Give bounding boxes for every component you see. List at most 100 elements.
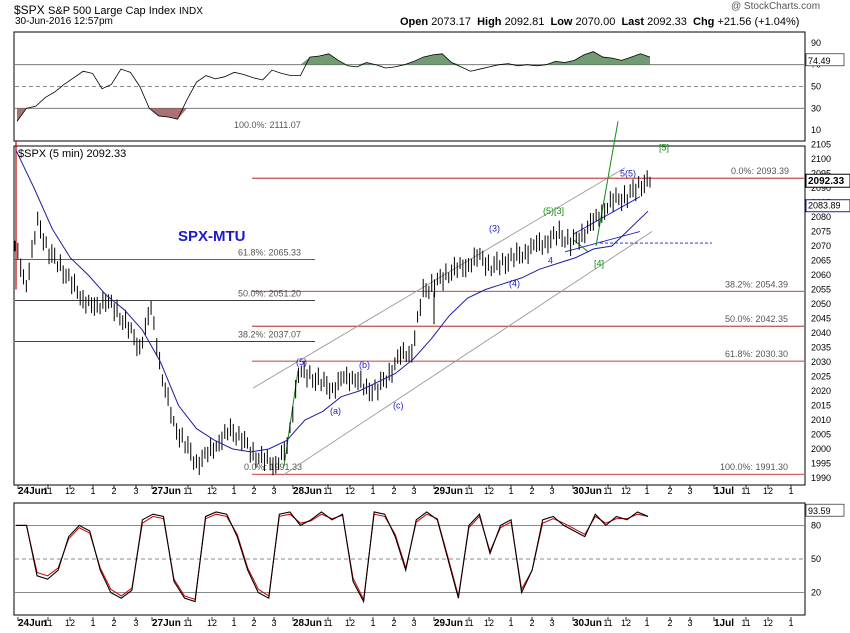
high-value: 2092.81	[504, 16, 545, 28]
price-tick-label: 1990	[811, 473, 831, 483]
x-tick-label: 27Jun	[152, 618, 181, 629]
symbol: $SPX	[14, 3, 45, 17]
last-value: 2092.33	[647, 16, 687, 28]
stoch-k-line	[16, 511, 649, 604]
wave-label: (b)	[359, 360, 370, 370]
wave-label: [5]	[659, 142, 669, 152]
x-tick-label: 11	[323, 618, 332, 628]
x-tick-label: 1	[788, 486, 793, 496]
fib-label-right: 0.0%: 2093.39	[731, 166, 789, 176]
price-tick-label: 1995	[811, 459, 831, 469]
x-tick-label: 12	[65, 618, 75, 628]
rsi-current-label: 74.49	[808, 56, 831, 66]
x-tick-label: 24Jun	[18, 618, 47, 629]
x-tick-label: 1	[644, 486, 649, 496]
x-tick-label: 1	[231, 486, 236, 496]
x-tick-label: 12	[345, 618, 355, 628]
x-tick-label: 3	[549, 486, 554, 496]
x-tick-label: 11	[741, 618, 750, 628]
price-tick-label: 2095	[811, 169, 831, 179]
open-value: 2073.17	[431, 16, 471, 28]
green-wave-5	[595, 121, 619, 247]
stoch-d-line	[16, 513, 649, 602]
x-tick-label: 3	[687, 618, 692, 628]
price-tick-label: 2090	[811, 183, 831, 193]
price-current-box	[805, 173, 850, 188]
rsi-panel	[13, 31, 806, 142]
price-tick-label: 2055	[811, 285, 831, 295]
stoch-current-box	[805, 503, 845, 517]
rsi-fib-annotation: 100.0%: 2111.07	[234, 120, 301, 130]
rsi-tick-label: 30	[811, 103, 821, 113]
wave-label: 4	[548, 255, 553, 265]
x-tick-label: 11	[183, 486, 192, 496]
x-tick-label: 28Jun	[293, 618, 322, 629]
wave-label: [4]	[594, 258, 604, 268]
price-tick-label: 2080	[811, 212, 831, 222]
x-tick-label: 1	[788, 618, 793, 628]
stoch-tick-label: 20	[811, 588, 821, 598]
low-value: 2070.00	[575, 16, 616, 28]
x-tick-label: 2	[251, 486, 256, 496]
price-bars	[14, 170, 651, 476]
x-tick-label: 12	[621, 618, 631, 628]
wave-label: (c)	[393, 400, 404, 410]
stoch-tick-label: 50	[811, 554, 821, 564]
price-tick-label: 2060	[811, 270, 831, 280]
x-tick-label: 3	[271, 618, 276, 628]
wave-label: (4)	[509, 279, 520, 289]
last-label: Last	[621, 16, 645, 28]
stoch-tick-label: 80	[811, 520, 821, 530]
fib-label-right: 50.0%: 2042.35	[725, 314, 788, 324]
low-label: Low	[550, 16, 573, 28]
wave-label: (a)	[330, 406, 341, 416]
x-tick-label: 27Jun	[152, 486, 181, 497]
price-tick-label: 2000	[811, 444, 831, 454]
price-tick-label: 2100	[811, 154, 831, 164]
x-tick-label: 11	[183, 618, 192, 628]
x-tick-label: 12	[621, 486, 631, 496]
high-label: High	[477, 16, 502, 28]
price-title: $SPX (5 min) 2092.33	[18, 148, 126, 160]
rsi-oversold-fill	[17, 108, 650, 122]
x-tick-label: 2	[391, 486, 396, 496]
fib-label-61-left: 61.8%: 2065.33	[238, 248, 301, 258]
x-tick-label: 1Jul	[714, 618, 734, 629]
price-tick-label: 2105	[811, 140, 831, 150]
x-tick-label: 11	[603, 486, 612, 496]
price-tick-label: 2075	[811, 227, 831, 237]
x-tick-label: 1	[370, 618, 375, 628]
x-tick-label: 1	[644, 618, 649, 628]
x-tick-label: 12	[207, 486, 217, 496]
quote-bar: Open 2073.17 High 2092.81 Low 2070.00 La…	[400, 16, 799, 28]
x-tick-label: 2	[529, 618, 534, 628]
x-tick-label: 30Jun	[573, 486, 602, 497]
x-tick-label: 11	[741, 486, 750, 496]
price-tick-label: 2010	[811, 415, 831, 425]
channel-lower	[282, 231, 653, 476]
x-tick-label: 24Jun	[18, 486, 47, 497]
datetime: 30-Jun-2016 12:57pm	[15, 16, 113, 27]
price-tick-label: 2030	[811, 357, 831, 367]
x-tick-label: 1	[508, 618, 513, 628]
wedge-upper	[572, 196, 641, 235]
price-tick-label: 2045	[811, 314, 831, 324]
x-tick-label: 1	[508, 486, 513, 496]
x-tick-label: 12	[65, 486, 75, 496]
stoch-panel	[13, 502, 806, 616]
x-tick-label: 11	[323, 486, 332, 496]
exchange: INDX	[179, 6, 203, 17]
price-tick-label: 2040	[811, 328, 831, 338]
x-tick-label: 12	[763, 618, 773, 628]
wave-label: 5(5)	[620, 168, 636, 178]
x-tick-label: 1	[90, 618, 95, 628]
x-tick-label: 1	[370, 486, 375, 496]
symbol-name: S&P 500 Large Cap Index	[48, 5, 176, 17]
chg-value: +21.56 (+1.04%)	[717, 16, 800, 28]
ma-current-label: 2083.89	[808, 201, 841, 211]
fib-label-right: 38.2%: 2054.39	[725, 279, 788, 289]
wedge-lower	[564, 231, 641, 253]
chg-label: Chg	[693, 16, 715, 28]
price-tick-label: 2065	[811, 256, 831, 266]
x-tick-label: 11	[603, 618, 612, 628]
